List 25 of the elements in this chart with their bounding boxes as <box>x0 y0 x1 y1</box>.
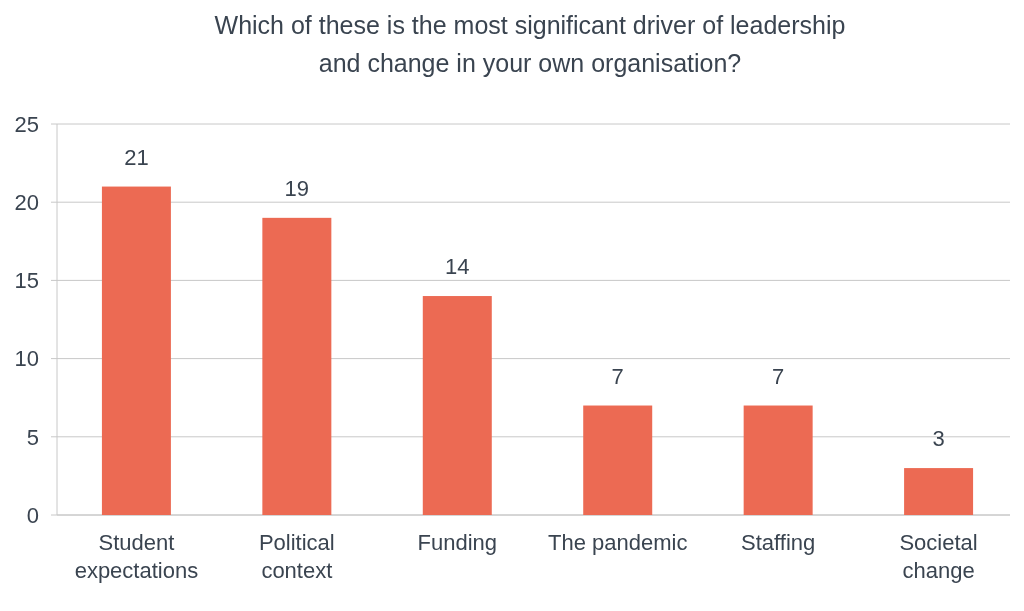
data-label: 3 <box>932 426 945 452</box>
x-tick-label: Student expectations <box>74 530 199 583</box>
bar <box>583 405 653 515</box>
bar <box>262 217 332 515</box>
y-tick-label: 10 <box>14 346 39 372</box>
y-tick-label: 0 <box>26 502 39 528</box>
y-tick-label: 20 <box>14 189 39 215</box>
y-tick-label: 25 <box>14 111 39 137</box>
data-label: 14 <box>445 254 470 280</box>
x-tick-label: The pandemic <box>548 530 688 555</box>
y-tick-label: 5 <box>26 424 39 450</box>
x-tick-label: Political context <box>258 530 335 583</box>
bar <box>101 186 171 515</box>
x-tick-label: Funding <box>417 530 498 555</box>
bar <box>743 405 813 515</box>
data-label: 7 <box>611 363 624 389</box>
bar <box>904 468 974 515</box>
y-tick-label: 15 <box>14 268 39 294</box>
x-tick-label: Staffing <box>741 530 816 555</box>
chart-title: Which of these is the most significant driver of leadership and change in your own organisation? <box>214 11 846 77</box>
bar <box>422 296 492 515</box>
data-label: 19 <box>284 175 310 201</box>
data-label: 7 <box>772 363 785 389</box>
x-tick-label: Societal change <box>899 530 978 583</box>
data-label: 21 <box>124 144 149 170</box>
